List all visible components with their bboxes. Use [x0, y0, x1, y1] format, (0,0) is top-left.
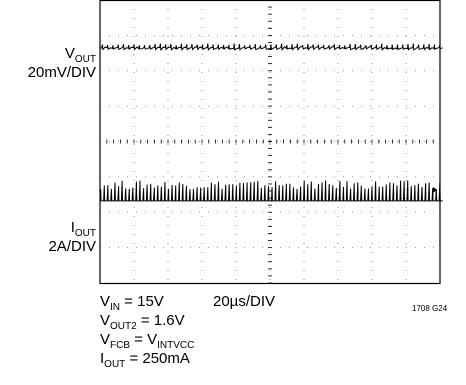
vout-scale: 20mV/DIV [27, 64, 96, 81]
condition-text: = V [130, 331, 158, 348]
figure-id: 1708 G24 [412, 304, 448, 313]
iout-label-sub: OUT [74, 228, 96, 239]
scope-svg [99, 0, 443, 285]
condition-line: VFCB = VINTVCC [100, 331, 195, 351]
condition-line: IOUT = 250mA [100, 350, 190, 370]
condition-line: VOUT2 = 1.6V [100, 312, 185, 332]
trace-iout [99, 180, 443, 202]
vout-label-sub: OUT [74, 54, 96, 65]
trace-vout [99, 43, 443, 52]
x-axis-label: 20µs/DIV [213, 293, 275, 310]
condition-text: V [100, 331, 111, 348]
condition-text: OUT [104, 359, 126, 370]
vout-label: VOUT [64, 45, 96, 65]
condition-text: = 250mA [125, 350, 190, 367]
condition-text: V [100, 293, 111, 310]
iout-label: IOUT [70, 219, 96, 239]
iout-label-main: I [70, 219, 75, 236]
oscilloscope-plot [99, 0, 443, 285]
trace-marker-icon [433, 186, 437, 193]
vout-label-main: V [64, 45, 75, 62]
condition-text: IN [110, 302, 121, 313]
condition-line: VIN = 15V [100, 293, 164, 313]
condition-text: = 1.6V [136, 312, 185, 329]
condition-text: V [100, 312, 111, 329]
condition-text: INTVCC [157, 340, 195, 351]
condition-text: OUT2 [110, 321, 137, 332]
condition-text: I [100, 350, 105, 367]
condition-text: FCB [110, 340, 131, 351]
condition-text: = 15V [120, 293, 164, 310]
iout-scale: 2A/DIV [48, 238, 96, 255]
